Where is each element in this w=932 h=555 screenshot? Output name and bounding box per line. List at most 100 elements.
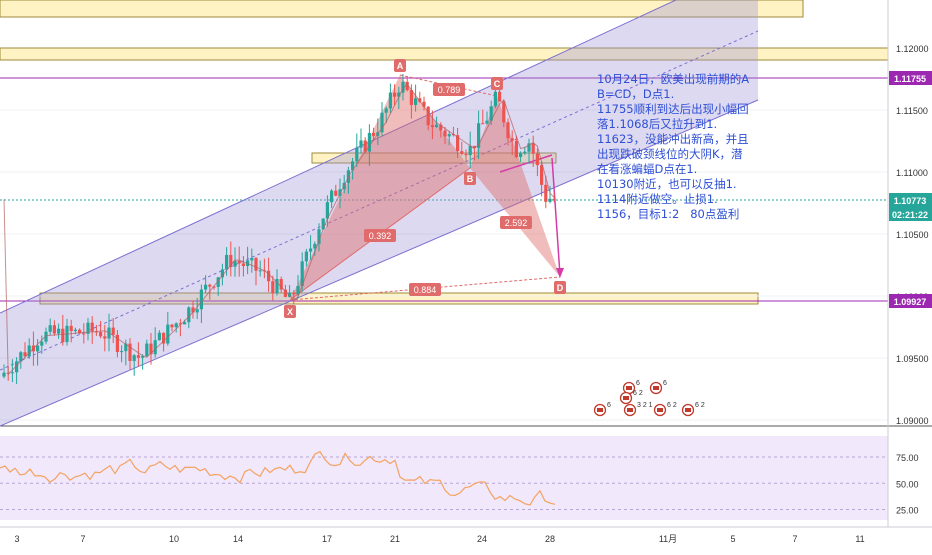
channel-mid-line <box>0 30 759 371</box>
candle-body <box>372 132 376 136</box>
candle-body <box>468 145 472 156</box>
ratio-box <box>364 229 396 242</box>
time-tick-label: 21 <box>390 534 400 544</box>
candle-body <box>313 243 317 249</box>
event-flag-stripe <box>627 408 633 412</box>
candle-body <box>157 332 161 341</box>
candle-body <box>258 270 262 272</box>
price-tick-label: 1.11500 <box>896 106 928 116</box>
candle-body <box>2 372 6 377</box>
candle-body <box>552 198 556 200</box>
price-tick-label: 1.10500 <box>896 230 929 240</box>
price-tag-box <box>889 193 932 207</box>
candle-body <box>136 355 140 358</box>
candle-body <box>435 124 439 128</box>
candle-body <box>510 138 514 141</box>
price-tag-label: 1.10773 <box>894 196 927 206</box>
candle-body <box>334 190 338 196</box>
candle-body <box>325 202 329 219</box>
pattern-point-box <box>491 77 503 90</box>
event-flag-stripe <box>685 408 691 412</box>
event-count-label: 6 <box>663 380 667 387</box>
event-count-label: 6 2 <box>695 402 705 409</box>
candle-body <box>73 329 77 332</box>
candle-body <box>401 81 405 93</box>
candle-body <box>132 355 136 361</box>
projection-arrow-2 <box>551 157 561 276</box>
price-tick-label: 1.12000 <box>896 44 929 54</box>
candle-body <box>199 289 203 310</box>
candle-body <box>393 92 397 97</box>
zone-neckline <box>311 152 557 164</box>
price-tick-label: 1.09000 <box>896 416 929 426</box>
candle-body <box>170 324 174 328</box>
candle-body <box>254 258 258 271</box>
candle-body <box>166 324 170 344</box>
ratio-label: 0.789 <box>438 85 461 95</box>
candle-body <box>115 334 119 353</box>
price-tick-label: 1.09500 <box>896 354 929 364</box>
time-tick-label: 7 <box>80 534 85 544</box>
candle-body <box>514 140 518 158</box>
candle-body <box>103 336 107 339</box>
candle-body <box>447 134 451 137</box>
candle-body <box>304 251 308 262</box>
candle-body <box>481 123 485 125</box>
candle-body <box>380 112 384 133</box>
time-tick-label: 3 <box>14 534 19 544</box>
price-tick-label: 1.11000 <box>896 168 928 178</box>
candle-body <box>212 286 216 288</box>
candle-body <box>418 98 422 102</box>
oscillator-tick-label: 75.00 <box>896 453 919 463</box>
candle-body <box>338 189 342 196</box>
candle-body <box>19 352 23 362</box>
channel-upper-line <box>0 0 678 314</box>
candle-body <box>443 130 447 137</box>
candle-body <box>460 151 464 154</box>
candle-body <box>229 254 233 267</box>
event-flag-stripe <box>653 386 659 390</box>
ratio-box <box>433 83 465 96</box>
candle-body <box>506 122 510 139</box>
candle-body <box>477 123 481 148</box>
candle-body <box>225 254 229 270</box>
pattern-point-box <box>284 305 296 318</box>
pattern-ac <box>399 74 498 97</box>
candle-body <box>456 135 460 152</box>
event-count-label: 6 <box>636 380 640 387</box>
price-tag-box <box>889 207 932 221</box>
ratio-label: 2.592 <box>505 218 528 228</box>
price-tag-label: 02:21:22 <box>892 210 928 220</box>
candle-body <box>78 329 82 334</box>
pattern-triangle-xab <box>290 75 470 300</box>
candle-body <box>288 292 292 297</box>
zone-lower <box>39 292 759 305</box>
candle-body <box>267 270 271 282</box>
candle-body <box>195 309 199 313</box>
event-count-label: 6 2 <box>633 390 643 397</box>
candle-body <box>544 184 548 202</box>
candle-body <box>292 292 296 295</box>
candle-body <box>363 140 367 152</box>
oscillator-line <box>0 450 556 506</box>
candle-body <box>124 343 128 352</box>
candle-body <box>355 147 359 162</box>
event-count-label: 3 2 1 <box>637 402 653 409</box>
time-tick-label: 14 <box>233 534 243 544</box>
channel-lower-line <box>0 99 759 427</box>
time-tick-label: 28 <box>545 534 555 544</box>
event-flag-stripe <box>657 408 663 412</box>
candle-body <box>271 281 275 294</box>
candle-body <box>40 341 44 346</box>
analysis-annotation: 10月24日，欧美出现前期的A B=CD，D点1. 11755顺利到达后出现小幅… <box>597 72 750 221</box>
candle-body <box>178 323 182 325</box>
candle-body <box>414 98 418 105</box>
candle-body <box>23 352 27 357</box>
time-tick-label: 11月 <box>659 534 677 544</box>
candle-body <box>519 153 523 158</box>
candle-body <box>309 248 313 252</box>
ratio-box <box>409 283 441 296</box>
time-tick-label: 5 <box>730 534 735 544</box>
candle-body <box>489 106 493 121</box>
